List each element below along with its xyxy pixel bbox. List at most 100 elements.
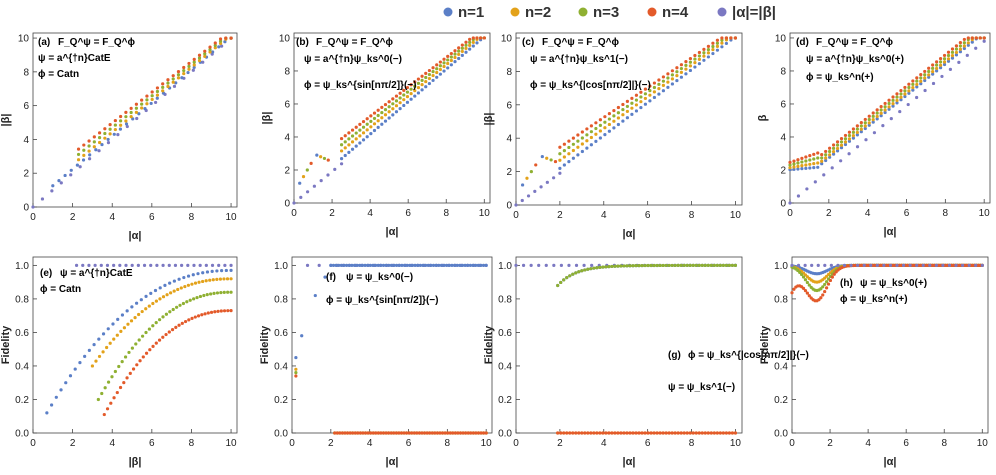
data-point: [808, 154, 812, 158]
data-point: [816, 156, 820, 160]
data-point: [300, 334, 304, 338]
data-point: [140, 106, 144, 110]
data-point: [800, 164, 804, 168]
data-point: [819, 296, 823, 300]
data-point: [589, 267, 593, 271]
data-point: [514, 263, 518, 267]
data-series: [529, 36, 738, 174]
data-point: [790, 291, 794, 295]
data-point: [601, 431, 605, 435]
data-point: [652, 81, 657, 85]
data-point: [479, 431, 483, 435]
data-point: [82, 143, 86, 147]
data-point: [96, 397, 100, 402]
data-point: [842, 263, 847, 267]
data-point: [938, 63, 943, 67]
data-point: [449, 55, 453, 59]
data-point: [103, 127, 107, 131]
data-point: [630, 112, 634, 116]
data-point: [352, 263, 357, 267]
data-point: [424, 263, 428, 267]
data-point: [446, 54, 450, 58]
data-point: [161, 315, 165, 319]
data-point: [383, 119, 388, 123]
data-point: [167, 330, 171, 334]
data-point: [859, 121, 863, 125]
data-point: [820, 159, 824, 163]
data-point: [835, 146, 840, 151]
data-point: [679, 431, 683, 435]
data-point: [558, 158, 562, 162]
data-point: [927, 73, 931, 77]
data-point: [604, 265, 608, 269]
y-tick-label: 10: [501, 34, 513, 45]
data-point: [595, 431, 599, 435]
x-tick-label: 6: [645, 438, 651, 449]
data-point: [888, 263, 893, 267]
data-point: [172, 84, 177, 88]
data-point: [294, 367, 298, 371]
data-point: [94, 148, 98, 152]
data-point: [75, 163, 79, 167]
data-point: [418, 263, 422, 267]
data-point: [415, 431, 419, 435]
data-series: [294, 374, 488, 435]
data-point: [931, 81, 936, 86]
data-point: [702, 58, 706, 62]
data-point: [803, 288, 808, 293]
data-point: [402, 93, 406, 97]
data-point: [693, 61, 697, 65]
data-point: [374, 431, 378, 435]
data-point: [702, 54, 706, 58]
data-point: [212, 291, 216, 295]
data-point: [915, 95, 919, 100]
data-point: [847, 152, 851, 156]
data-point: [603, 115, 607, 119]
data-point: [715, 48, 720, 52]
data-point: [226, 309, 230, 313]
data-point: [630, 101, 634, 105]
data-point: [213, 43, 217, 47]
data-point: [145, 94, 149, 98]
data-point: [337, 263, 341, 267]
data-point: [812, 152, 816, 156]
data-point: [679, 70, 684, 74]
data-point: [556, 283, 560, 288]
data-point: [652, 431, 656, 435]
data-point: [140, 334, 145, 338]
data-point: [879, 111, 883, 115]
x-tick-label: 4: [109, 212, 115, 223]
data-point: [621, 107, 625, 112]
data-point: [151, 344, 155, 348]
data-point: [363, 431, 368, 435]
x-tick-label: 0: [30, 212, 36, 223]
data-point: [358, 134, 362, 138]
data-point: [179, 286, 183, 290]
y-tick-label: 0.6: [774, 328, 788, 339]
x-tick-label: 8: [689, 210, 695, 221]
data-point: [559, 263, 563, 267]
data-point: [946, 57, 951, 61]
data-point: [589, 431, 593, 435]
data-point: [380, 105, 384, 109]
data-point: [315, 153, 319, 157]
data-point: [413, 263, 417, 267]
plot-frame: [789, 32, 991, 204]
y-tick-label: 4: [780, 132, 786, 143]
data-point: [666, 85, 670, 89]
data-series: [90, 277, 233, 368]
data-point: [445, 263, 449, 267]
annotation: F_Q^ψ = F_Q^ϕ: [542, 37, 620, 48]
data-point: [942, 57, 947, 61]
data-point: [402, 88, 406, 92]
data-point: [667, 431, 671, 435]
data-point: [335, 431, 339, 435]
data-point: [301, 174, 306, 179]
data-point: [464, 431, 468, 435]
data-point: [193, 315, 197, 319]
data-point: [365, 117, 369, 121]
data-point: [792, 162, 796, 166]
y-tick-label: 0.2: [274, 395, 288, 406]
data-point: [700, 431, 704, 435]
data-point: [427, 68, 431, 73]
